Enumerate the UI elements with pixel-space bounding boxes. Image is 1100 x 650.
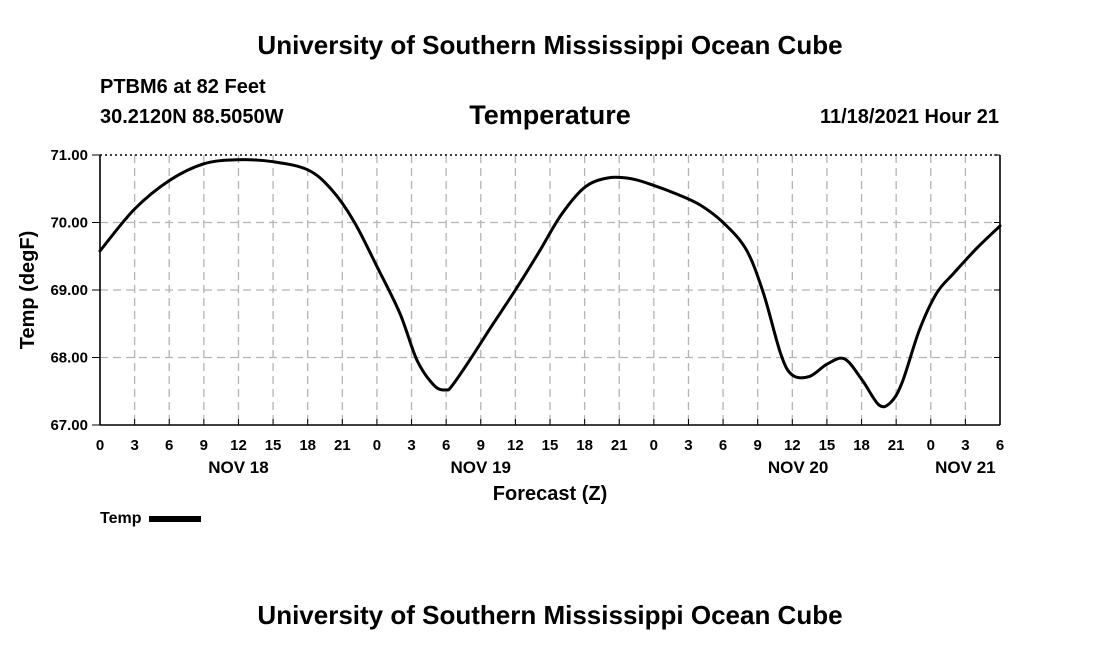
y-tick-label: 67.00 bbox=[50, 417, 88, 434]
x-tick-label: 3 bbox=[130, 437, 138, 454]
y-tick-label: 70.00 bbox=[50, 215, 88, 232]
x-tick-label: 18 bbox=[853, 437, 870, 454]
y-tick-label: 71.00 bbox=[50, 147, 88, 164]
x-tick-label: 21 bbox=[611, 437, 628, 454]
x-tick-label: 0 bbox=[927, 437, 935, 454]
x-tick-label: 3 bbox=[961, 437, 969, 454]
series-layer bbox=[98, 158, 1002, 409]
axes: 0 3 6 9 12 15 18 21 0 3 6 9 12 15 18 21 0 3 6 9 12 15 18 21 0 3 6 6… bbox=[50, 147, 1004, 477]
x-tick-label: 3 bbox=[684, 437, 692, 454]
x-tick-label: 6 bbox=[719, 437, 727, 454]
x-day-label: NOV 21 bbox=[935, 458, 995, 477]
x-day-label: NOV 19 bbox=[451, 458, 511, 477]
y-tick-label: 68.00 bbox=[50, 350, 88, 367]
coordinates-label: 30.2120N 88.5050W bbox=[100, 106, 284, 128]
x-tick-label: 6 bbox=[996, 437, 1004, 454]
x-tick-label: 15 bbox=[265, 437, 282, 454]
legend: Temp bbox=[100, 510, 202, 528]
x-tick-label: 0 bbox=[373, 437, 381, 454]
x-tick-label: 0 bbox=[650, 437, 658, 454]
x-tick-label: 12 bbox=[230, 437, 247, 454]
x-tick-label: 18 bbox=[299, 437, 316, 454]
y-tick-label: 69.00 bbox=[50, 282, 88, 299]
grid bbox=[100, 155, 1000, 425]
legend-label: Temp bbox=[100, 510, 142, 527]
x-axis-label: Forecast (Z) bbox=[493, 483, 607, 505]
x-tick-label: 15 bbox=[542, 437, 559, 454]
x-tick-label: 9 bbox=[754, 437, 762, 454]
x-day-label: NOV 18 bbox=[208, 458, 268, 477]
legend-line-swatch bbox=[149, 516, 202, 522]
page-title: University of Southern Mississippi Ocean… bbox=[257, 30, 843, 60]
x-tick-label: 6 bbox=[442, 437, 450, 454]
x-tick-label: 6 bbox=[165, 437, 173, 454]
footer-title: University of Southern Mississippi Ocean… bbox=[257, 600, 843, 630]
x-tick-label: 3 bbox=[407, 437, 415, 454]
datetime-label: 11/18/2021 Hour 21 bbox=[819, 106, 999, 128]
series-line-temp bbox=[98, 158, 1002, 409]
x-tick-label: 9 bbox=[477, 437, 485, 454]
x-tick-label: 15 bbox=[819, 437, 836, 454]
x-tick-label: 21 bbox=[888, 437, 905, 454]
x-tick-label: 12 bbox=[507, 437, 524, 454]
x-tick-label: 9 bbox=[200, 437, 208, 454]
station-label: PTBM6 at 82 Feet bbox=[100, 76, 266, 98]
x-day-label: NOV 20 bbox=[768, 458, 828, 477]
x-tick-label: 21 bbox=[334, 437, 351, 454]
chart-title: Temperature bbox=[469, 100, 631, 130]
x-tick-label: 12 bbox=[784, 437, 801, 454]
x-tick-label: 0 bbox=[96, 437, 104, 454]
y-axis-label: Temp (degF) bbox=[17, 231, 39, 350]
x-tick-label: 18 bbox=[576, 437, 593, 454]
